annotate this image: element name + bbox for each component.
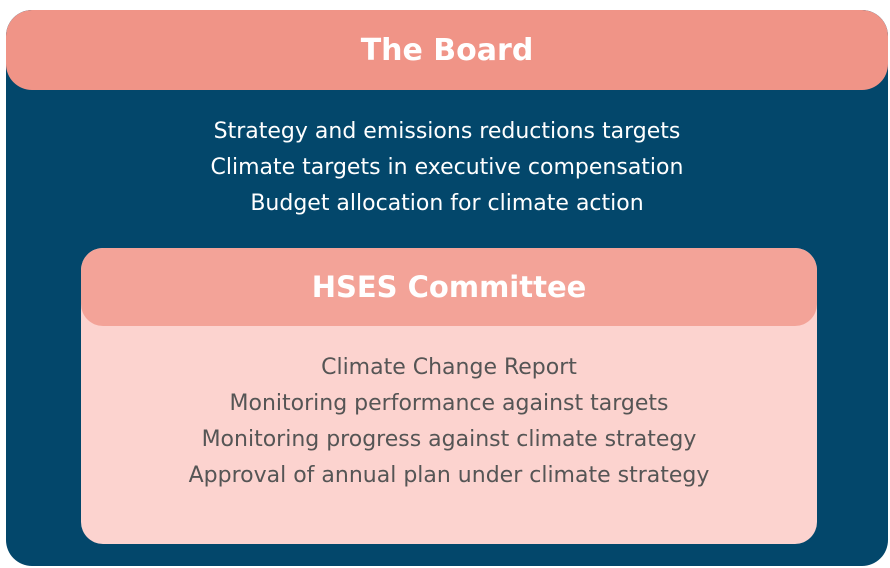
committee-items: Climate Change Report Monitoring performa… [81,350,817,494]
board-box: The Board Strategy and emissions reducti… [6,10,888,566]
committee-box: HSES Committee Climate Change Report Moni… [81,248,817,544]
board-items: Strategy and emissions reductions target… [6,114,888,222]
list-item: Approval of annual plan under climate st… [188,463,710,488]
list-item: Strategy and emissions reductions target… [213,119,681,144]
list-item: Monitoring progress against climate stra… [201,427,697,452]
committee-title: HSES Committee [81,248,817,326]
list-item: Climate Change Report [321,355,577,380]
list-item: Climate targets in executive compensatio… [210,155,684,180]
board-title: The Board [6,10,888,90]
list-item: Monitoring performance against targets [229,391,669,416]
list-item: Budget allocation for climate action [250,191,644,216]
